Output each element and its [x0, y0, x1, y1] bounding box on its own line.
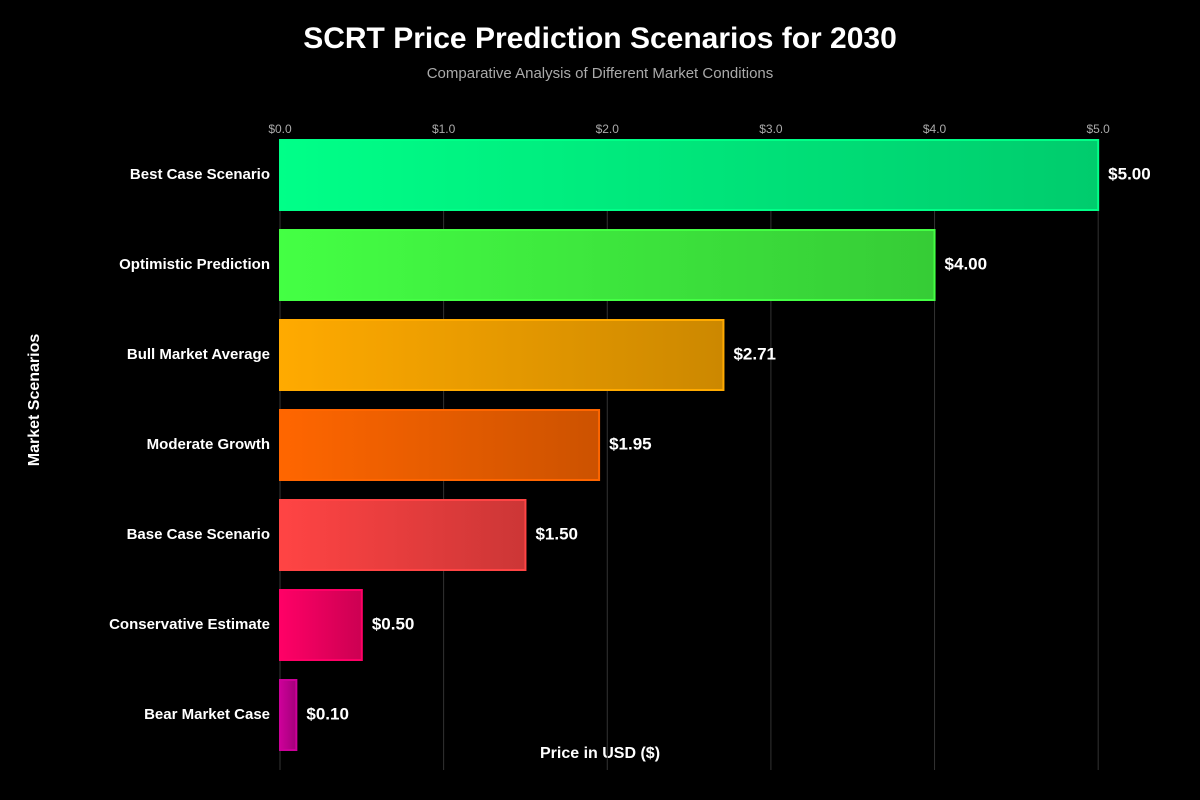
x-tick-label: $2.0	[596, 122, 620, 136]
y-tick-label: Conservative Estimate	[109, 616, 270, 633]
value-label: $1.50	[535, 524, 578, 543]
y-tick-label: Moderate Growth	[147, 436, 270, 453]
value-label: $1.95	[609, 434, 652, 453]
value-label: $0.10	[306, 704, 349, 723]
x-tick-label: $1.0	[432, 122, 456, 136]
y-tick-label: Optimistic Prediction	[119, 256, 270, 273]
value-label: $4.00	[945, 254, 988, 273]
chart-subtitle: Comparative Analysis of Different Market…	[427, 65, 774, 82]
bar	[279, 409, 601, 481]
x-tick-label: $0.0	[268, 122, 292, 136]
x-tick-label: $5.0	[1087, 122, 1111, 136]
x-tick-label: $4.0	[923, 122, 947, 136]
bar	[279, 319, 725, 391]
x-axis-title: Price in USD ($)	[540, 745, 660, 762]
bar	[279, 679, 298, 751]
y-tick-label: Base Case Scenario	[127, 526, 270, 543]
bar	[279, 229, 936, 301]
x-tick-label: $3.0	[759, 122, 783, 136]
value-label: $2.71	[733, 344, 776, 363]
bar	[279, 499, 527, 571]
chart-title: SCRT Price Prediction Scenarios for 2030	[303, 22, 897, 55]
y-axis-title: Market Scenarios	[26, 334, 43, 467]
y-tick-label: Best Case Scenario	[130, 166, 270, 183]
bar	[279, 589, 363, 661]
value-label: $0.50	[372, 614, 415, 633]
y-tick-label: Bear Market Case	[144, 706, 270, 723]
value-label: $5.00	[1108, 164, 1151, 183]
y-tick-label: Bull Market Average	[127, 346, 270, 363]
bar	[279, 139, 1100, 211]
